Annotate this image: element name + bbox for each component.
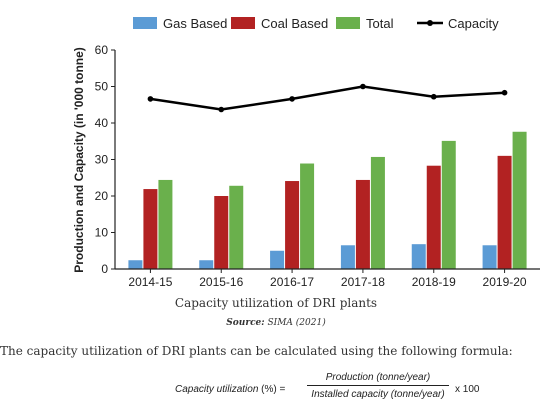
bar-gas-based-2014-15 xyxy=(128,260,143,269)
bar-gas-based-2016-17 xyxy=(270,250,285,269)
legend-marker-capacity xyxy=(427,20,433,26)
legend-item-coal-based: Coal Based xyxy=(231,16,328,31)
formula-numerator: Production (tonne/year) xyxy=(307,372,449,386)
chart-axes xyxy=(114,50,540,270)
chart-source: Source: SIMA (2021) xyxy=(0,318,552,328)
line-capacity xyxy=(150,85,505,111)
x-tick-label-2017-18: 2017-18 xyxy=(341,275,385,289)
bar-total-2016-17 xyxy=(300,163,315,269)
point-capacity-2018-19 xyxy=(430,93,437,100)
dri-capacity-chart: Gas Based Coal Based Total Capacity Product… xyxy=(72,16,540,289)
bar-gas-based-2015-16 xyxy=(199,260,214,269)
chart-caption: Capacity utilization of DRI plants xyxy=(174,296,378,310)
legend-label-capacity: Capacity xyxy=(448,16,499,31)
y-tick-label-30: 30 xyxy=(95,153,109,167)
y-tick-label-40: 40 xyxy=(95,116,109,130)
formula-lhs: Capacity utilization (%) = xyxy=(175,384,285,395)
formula-intro-text: The capacity utilization of DRI plants c… xyxy=(0,344,513,358)
legend-item-gas-based: Gas Based xyxy=(133,16,227,31)
legend-item-capacity: Capacity xyxy=(417,16,499,31)
bar-gas-based-2017-18 xyxy=(340,245,355,269)
bar-coal-based-2017-18 xyxy=(355,179,370,269)
y-tick-label-10: 10 xyxy=(95,226,109,240)
bar-total-2018-19 xyxy=(441,140,456,269)
legend-label-total: Total xyxy=(366,16,394,31)
legend-label-coal-based: Coal Based xyxy=(261,16,328,31)
point-capacity-2016-17 xyxy=(289,96,295,102)
x-axis-ticks: 2014-15 2015-16 2016-17 2017-18 2018-19 2019-… xyxy=(128,269,527,289)
point-capacity-2017-18 xyxy=(360,83,366,90)
bar-total-2015-16 xyxy=(229,185,244,269)
legend-swatch-total xyxy=(336,17,360,29)
x-tick-label-2016-17: 2016-17 xyxy=(270,275,314,289)
bar-total-2014-15 xyxy=(158,179,173,269)
point-capacity-2014-15 xyxy=(147,96,154,102)
y-tick-label-20: 20 xyxy=(95,189,109,203)
bar-coal-based-2019-20 xyxy=(497,155,512,269)
legend-item-total: Total xyxy=(336,16,394,31)
legend-label-gas-based: Gas Based xyxy=(163,16,227,31)
y-axis-label: Production and Capacity (in '000 tonne) xyxy=(72,47,86,273)
legend-swatch-coal-based xyxy=(231,17,255,29)
source-value: SIMA (2021) xyxy=(267,318,326,328)
bar-coal-based-2018-19 xyxy=(426,165,441,269)
y-tick-label-50: 50 xyxy=(95,80,109,94)
bar-gas-based-2018-19 xyxy=(411,244,426,269)
formula-lhs-unit: (%) = xyxy=(261,384,286,395)
source-label: Source: xyxy=(226,318,265,328)
capacity-line xyxy=(147,83,508,113)
bar-total-2019-20 xyxy=(512,131,527,269)
formula-fraction: Production (tonne/year) Installed capaci… xyxy=(307,372,449,400)
bar-total-2017-18 xyxy=(370,156,385,269)
formula-lhs-term: Capacity utilization xyxy=(175,384,259,395)
point-capacity-2019-20 xyxy=(501,89,508,96)
bar-gas-based-2019-20 xyxy=(482,245,497,269)
y-axis-ticks: 0 10 20 30 40 50 60 xyxy=(95,43,115,276)
x-tick-label-2015-16: 2015-16 xyxy=(199,275,243,289)
formula-multiplier: x 100 xyxy=(455,384,480,395)
bar-coal-based-2015-16 xyxy=(214,196,229,269)
bar-coal-based-2014-15 xyxy=(143,189,158,269)
y-tick-label-0: 0 xyxy=(101,262,108,276)
x-tick-label-2018-19: 2018-19 xyxy=(412,275,456,289)
formula-denominator: Installed capacity (tonne/year) xyxy=(311,389,445,400)
bar-coal-based-2016-17 xyxy=(285,181,300,269)
chart-legend: Gas Based Coal Based Total Capacity xyxy=(133,16,499,31)
x-tick-label-2019-20: 2019-20 xyxy=(483,275,527,289)
y-tick-label-60: 60 xyxy=(95,43,109,57)
point-capacity-2015-16 xyxy=(218,106,225,113)
legend-swatch-gas-based xyxy=(133,17,157,29)
x-tick-label-2014-15: 2014-15 xyxy=(128,275,172,289)
bar-series xyxy=(128,131,527,269)
